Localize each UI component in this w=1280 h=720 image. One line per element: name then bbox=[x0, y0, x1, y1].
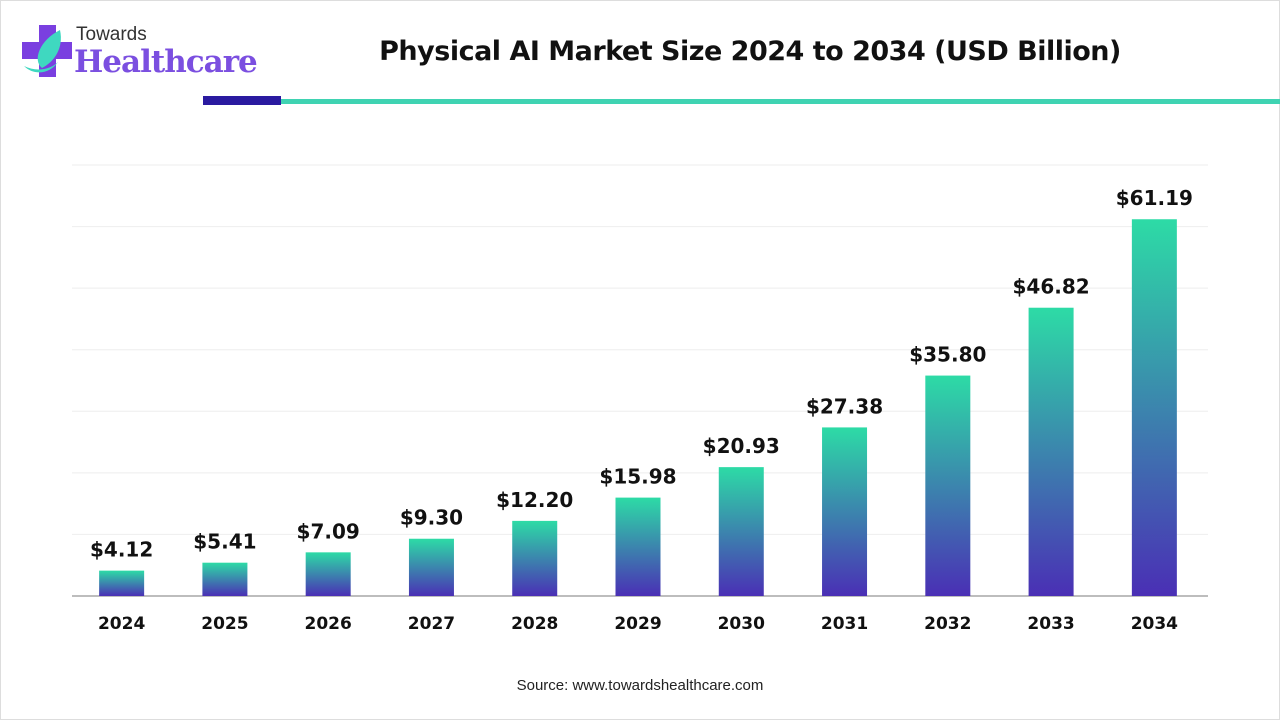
bar-2029 bbox=[615, 497, 661, 596]
data-label: $4.12 bbox=[90, 538, 153, 562]
x-tick-label: 2029 bbox=[614, 614, 661, 634]
x-tick-label: 2024 bbox=[98, 614, 145, 634]
bar-2033 bbox=[1028, 307, 1074, 596]
logo-text-towards: Towards bbox=[76, 24, 147, 45]
x-tick-label: 2032 bbox=[924, 614, 971, 634]
x-tick-label: 2030 bbox=[718, 614, 765, 634]
data-label: $27.38 bbox=[806, 394, 883, 418]
bar-2026 bbox=[305, 552, 351, 596]
x-tick-label: 2028 bbox=[511, 614, 558, 634]
source-note: Source: www.towardshealthcare.com bbox=[516, 677, 764, 694]
bar-2032 bbox=[925, 375, 971, 596]
x-tick-label: 2026 bbox=[305, 614, 352, 634]
accent-bar-dark bbox=[203, 96, 281, 105]
x-tick-label: 2027 bbox=[408, 614, 455, 634]
bar-2034 bbox=[1131, 219, 1177, 596]
bar-2025 bbox=[202, 562, 248, 596]
chart-title: Physical AI Market Size 2024 to 2034 (US… bbox=[379, 36, 1121, 67]
x-tick-label: 2033 bbox=[1027, 614, 1074, 634]
data-label: $20.93 bbox=[703, 434, 780, 458]
data-label: $35.80 bbox=[909, 343, 986, 367]
data-label: $15.98 bbox=[599, 465, 676, 489]
logo-text-healthcare: Healthcare bbox=[74, 44, 258, 80]
data-label: $5.41 bbox=[193, 530, 256, 554]
accent-bar-teal bbox=[281, 99, 1280, 104]
data-label: $46.82 bbox=[1012, 275, 1089, 299]
bar-2031 bbox=[822, 427, 868, 596]
data-label: $61.19 bbox=[1116, 186, 1193, 210]
bar-2027 bbox=[408, 538, 454, 596]
x-tick-label: 2031 bbox=[821, 614, 868, 634]
x-tick-label: 2025 bbox=[201, 614, 248, 634]
data-label: $12.20 bbox=[496, 488, 573, 512]
logo-icon bbox=[22, 25, 72, 77]
data-label: $9.30 bbox=[400, 506, 463, 530]
bar-2028 bbox=[512, 520, 558, 596]
bar-2030 bbox=[718, 467, 764, 596]
bar-2024 bbox=[99, 570, 145, 596]
x-tick-label: 2034 bbox=[1131, 614, 1178, 634]
data-label: $7.09 bbox=[297, 519, 360, 543]
